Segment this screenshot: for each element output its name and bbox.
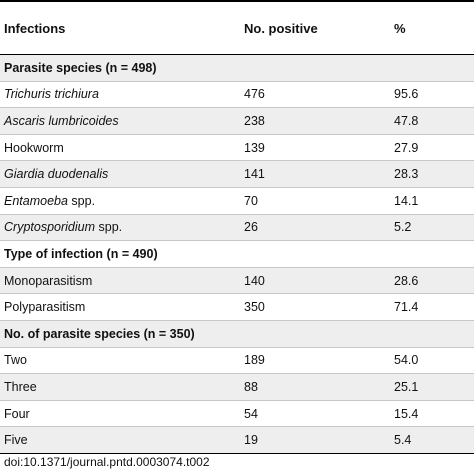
row-label: Polyparasitism: [4, 300, 86, 315]
row-percent: 5.2: [394, 220, 412, 235]
row-label: Five: [4, 433, 28, 448]
row-label: Three: [4, 379, 37, 394]
row-count: 350: [244, 300, 265, 315]
row-label: Ascaris lumbricoides: [4, 113, 119, 128]
table-row: Cryptosporidium spp. 26 5.2: [0, 214, 474, 242]
row-percent: 47.8: [394, 113, 419, 128]
results-table: Infections No. positive % Parasite speci…: [0, 0, 474, 454]
row-count: 189: [244, 353, 265, 368]
row-count: 88: [244, 379, 258, 394]
table-row: Ascaris lumbricoides 238 47.8: [0, 108, 474, 135]
table-row: Entamoeba spp. 70 14.1: [0, 188, 474, 215]
table-row: Three 88 25.1: [0, 374, 474, 401]
section-header-row: Parasite species (n = 498): [0, 55, 474, 82]
row-percent: 71.4: [394, 300, 419, 315]
section-label: No. of parasite species (n = 350): [4, 326, 195, 341]
row-percent: 15.4: [394, 406, 419, 421]
row-percent: 27.9: [394, 140, 419, 155]
header-no-positive: No. positive: [244, 20, 318, 36]
row-percent: 28.3: [394, 167, 419, 182]
row-label-suffix: spp.: [95, 220, 123, 235]
row-percent: 25.1: [394, 379, 419, 394]
row-count: 238: [244, 113, 265, 128]
row-count: 139: [244, 140, 265, 155]
row-percent: 14.1: [394, 193, 419, 208]
row-count: 476: [244, 87, 265, 102]
row-count: 140: [244, 273, 265, 288]
table-caption-doi: doi:10.1371/journal.pntd.0003074.t002: [4, 455, 210, 469]
row-label: Monoparasitism: [4, 273, 93, 288]
row-label-italic: Entamoeba: [4, 193, 68, 208]
row-label: Trichuris trichiura: [4, 87, 99, 102]
row-label: Entamoeba spp.: [0, 194, 244, 208]
table-row: Trichuris trichiura 476 95.6: [0, 82, 474, 109]
table-row: Four 54 15.4: [0, 401, 474, 428]
table-row: Hookworm 139 27.9: [0, 135, 474, 162]
row-percent: 54.0: [394, 353, 419, 368]
row-label-suffix: spp.: [67, 193, 96, 208]
row-label-italic: Cryptosporidium: [4, 220, 96, 235]
row-label: Hookworm: [4, 140, 64, 155]
row-count: 54: [244, 406, 258, 421]
row-label: Two: [4, 353, 27, 368]
header-infections: Infections: [4, 20, 66, 36]
section-header-row: Type of infection (n = 490): [0, 241, 474, 268]
row-count: 70: [244, 193, 258, 208]
row-percent: 28.6: [394, 273, 419, 288]
section-header-row: No. of parasite species (n = 350): [0, 320, 474, 348]
section-label: Type of infection (n = 490): [4, 246, 158, 261]
table-row: Giardia duodenalis 141 28.3: [0, 161, 474, 188]
table-row: Two 189 54.0: [0, 348, 474, 375]
table-row: Five 19 5.4: [0, 427, 474, 454]
section-label: Parasite species (n = 498): [4, 60, 157, 75]
row-label: Giardia duodenalis: [4, 167, 109, 182]
row-percent: 95.6: [394, 87, 419, 102]
row-percent: 5.4: [394, 433, 412, 448]
header-percent: %: [394, 20, 406, 36]
row-count: 19: [244, 433, 258, 448]
row-count: 26: [244, 220, 258, 235]
row-count: 141: [244, 167, 265, 182]
top-rule: [0, 0, 474, 2]
row-label: Cryptosporidium spp.: [0, 220, 244, 234]
table-row: Monoparasitism 140 28.6: [0, 267, 474, 295]
table-row: Polyparasitism 350 71.4: [0, 294, 474, 321]
row-label: Four: [4, 406, 30, 421]
table-body: Parasite species (n = 498) Trichuris tric…: [0, 55, 474, 454]
table-header-row: Infections No. positive %: [0, 2, 474, 55]
